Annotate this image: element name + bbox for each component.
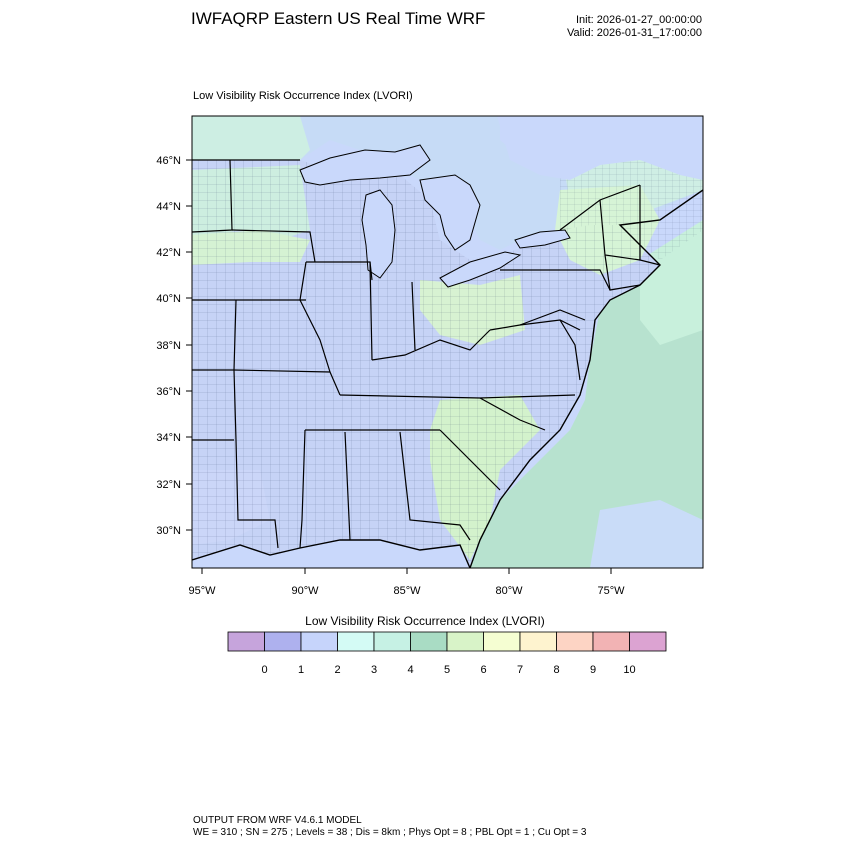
lat-label: 46°N xyxy=(156,155,181,167)
lat-label: 30°N xyxy=(156,525,181,537)
lake-michigan xyxy=(361,189,396,279)
labelbar-box xyxy=(483,631,521,652)
labelbar-label: 0 xyxy=(261,664,267,676)
main-title: IWFAQRP Eastern US Real Time WRF xyxy=(191,9,486,28)
lat-label: 38°N xyxy=(156,340,181,352)
labelbar-box xyxy=(300,631,338,652)
ocean-blue-patch xyxy=(590,500,703,568)
map-frame xyxy=(191,115,704,569)
lake-huron xyxy=(419,174,481,251)
lat-label: 42°N xyxy=(156,247,181,259)
labelbar-label: 7 xyxy=(517,664,523,676)
labelbar-box xyxy=(410,631,448,652)
labelbar-label: 4 xyxy=(407,664,413,676)
labelbar-labels: 0 1 2 3 4 5 6 7 8 9 10 xyxy=(261,664,635,676)
map-area xyxy=(192,116,703,568)
valid-time: Valid: 2026-01-31_17:00:00 xyxy=(567,27,702,39)
labelbar-box xyxy=(446,631,484,652)
lat-label: 32°N xyxy=(156,479,181,491)
labelbar-box xyxy=(519,631,557,652)
footer-model: OUTPUT FROM WRF V4.6.1 MODEL xyxy=(193,815,362,826)
lat-label: 44°N xyxy=(156,201,181,213)
footer-config: WE = 310 ; SN = 275 ; Levels = 38 ; Dis … xyxy=(193,827,587,838)
labelbar-box xyxy=(227,631,265,652)
lon-label: 80°W xyxy=(495,585,523,597)
labelbar-label: 1 xyxy=(298,664,304,676)
lon-label: 75°W xyxy=(597,585,625,597)
color-labelbar xyxy=(227,631,667,652)
lat-label: 34°N xyxy=(156,432,181,444)
lon-label: 95°W xyxy=(188,585,216,597)
lake-ontario xyxy=(514,229,571,249)
lon-label: 90°W xyxy=(291,585,319,597)
labelbar-label: 10 xyxy=(623,664,635,676)
labelbar-box xyxy=(264,631,302,652)
lat-label: 36°N xyxy=(156,386,181,398)
lon-label: 85°W xyxy=(393,585,421,597)
lake-erie xyxy=(439,251,522,288)
labelbar-box xyxy=(629,631,667,652)
labelbar-label: 8 xyxy=(553,664,559,676)
lake-superior xyxy=(299,144,431,186)
labelbar-label: 5 xyxy=(444,664,450,676)
lon-axis: 95°W 90°W 85°W 80°W 75°W xyxy=(188,568,625,597)
labelbar-label: 2 xyxy=(334,664,340,676)
init-time: Init: 2026-01-27_00:00:00 xyxy=(576,14,702,26)
coastline xyxy=(192,189,703,568)
state-boundaries xyxy=(192,159,661,549)
gulf-field xyxy=(192,545,470,568)
labelbar-label: 9 xyxy=(590,664,596,676)
lat-axis: 46°N 44°N 42°N 40°N 38°N 36°N 34°N 32°N … xyxy=(156,155,192,537)
labelbar-box xyxy=(373,631,411,652)
labelbar-box xyxy=(337,631,375,652)
labelbar-box xyxy=(556,631,594,652)
labelbar-box xyxy=(592,631,630,652)
field-title: Low Visibility Risk Occurrence Index (LV… xyxy=(193,90,413,102)
hudson-bay-water xyxy=(497,116,703,180)
labelbar-title: Low Visibility Risk Occurrence Index (LV… xyxy=(305,614,545,628)
labelbar-label: 6 xyxy=(480,664,486,676)
labelbar-label: 3 xyxy=(371,664,377,676)
lat-label: 40°N xyxy=(156,293,181,305)
